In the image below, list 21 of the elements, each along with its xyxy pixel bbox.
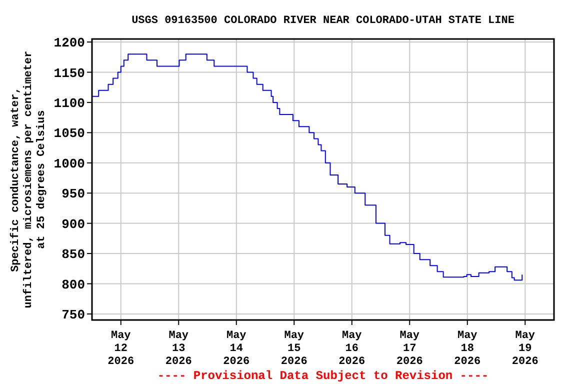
- y-tick-label: 1050: [54, 126, 86, 142]
- x-tick-label: May 12 2026: [108, 330, 134, 368]
- y-tick-label: 900: [62, 216, 86, 232]
- x-tick-label: May 13 2026: [165, 330, 192, 368]
- chart-title: USGS 09163500 COLORADO RIVER NEAR COLORADO-UTAH STATE LINE: [132, 15, 515, 27]
- text: ---- Provisional Data Subject to Revision ----: [157, 369, 489, 383]
- y-tick-label: 1200: [54, 36, 86, 51]
- x-tick-label: May 17 2026: [396, 330, 423, 368]
- x-tick-label: May 16 2026: [338, 330, 366, 368]
- y-axis-title: Specific conductance, water, unfiltered, microsiemens per centimeter at 25 degrees Celsius: [9, 50, 48, 308]
- x-tick-label: May 15 2026: [280, 330, 308, 368]
- y-tick-label: 1150: [54, 66, 86, 81]
- y-tick-label: 750: [62, 308, 86, 323]
- y-tick-label: 950: [62, 186, 86, 202]
- x-tick-label: May 18 2026: [454, 330, 481, 368]
- y-tick-label: 850: [62, 247, 86, 262]
- x-tick-label: May 14 2026: [223, 330, 250, 368]
- y-tick-label: 1000: [54, 156, 86, 172]
- y-tick-label: 1100: [54, 96, 86, 111]
- x-tick-label: May 19 2026: [512, 330, 538, 368]
- y-tick-label: 800: [62, 277, 86, 292]
